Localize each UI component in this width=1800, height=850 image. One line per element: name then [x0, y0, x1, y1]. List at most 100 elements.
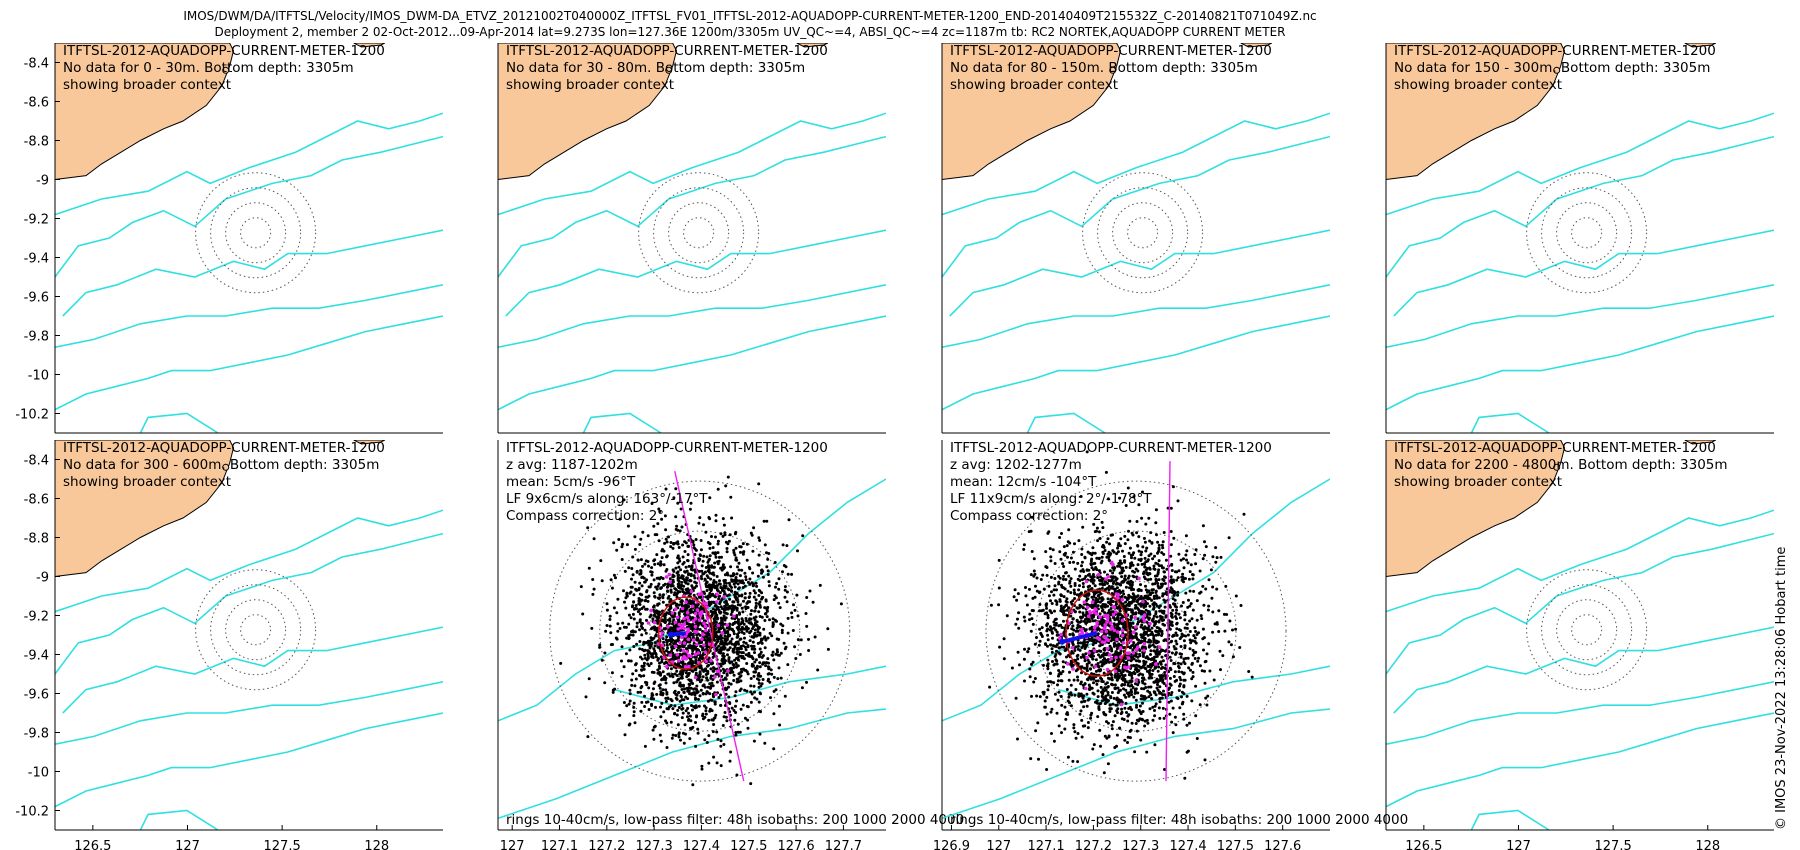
scatter-point: [725, 572, 729, 576]
scatter-point: [693, 576, 697, 580]
scatter-point: [664, 696, 668, 700]
panel-4: ITFTSL-2012-AQUADOPP-CURRENT-METER-1200N…: [1385, 43, 1774, 434]
scatter-point: [1201, 637, 1205, 641]
scatter-point: [1099, 592, 1103, 596]
scatter-point: [605, 602, 609, 606]
scatter-point: [1147, 695, 1151, 699]
isobath-line: [942, 315, 1330, 411]
scatter-point: [1148, 668, 1152, 672]
scatter-point: [1118, 564, 1122, 568]
scatter-point: [1188, 619, 1192, 623]
scatter-point: [678, 590, 682, 594]
scatter-point: [750, 609, 753, 613]
scatter-point: [1080, 564, 1083, 568]
scatter-point: [639, 674, 643, 678]
scatter-point: [695, 691, 699, 695]
scatter-point: [1146, 721, 1150, 725]
scatter-point: [691, 725, 695, 729]
scatter-point: [631, 555, 635, 559]
scatter-point: [680, 587, 684, 591]
scatter-point: [1109, 599, 1113, 603]
scatter-point: [753, 623, 757, 627]
x-tick-label: 127.4: [683, 839, 720, 850]
scatter-point: [732, 650, 736, 654]
scatter-point: [1094, 658, 1098, 662]
scatter-point: [713, 627, 717, 631]
scatter-point: [1120, 575, 1124, 579]
scatter-point: [1151, 705, 1155, 709]
lowpass-point: [690, 604, 695, 609]
scatter-point: [1169, 699, 1173, 703]
scatter-point: [682, 690, 686, 694]
scatter-point: [1132, 657, 1136, 661]
scatter-point: [632, 600, 636, 604]
scatter-point: [1053, 662, 1057, 666]
scatter-point: [759, 674, 763, 678]
scatter-point: [1164, 614, 1168, 618]
scatter-point: [739, 644, 743, 648]
scatter-point: [662, 640, 666, 644]
speed-ring: [240, 614, 272, 646]
scatter-point: [1193, 636, 1197, 640]
scatter-point: [1131, 581, 1134, 584]
scatter-point: [664, 681, 668, 685]
scatter-point: [633, 580, 637, 584]
scatter-point: [740, 593, 744, 597]
scatter-point: [694, 668, 698, 672]
scatter-point: [647, 686, 651, 690]
scatter-point: [1211, 630, 1215, 634]
scatter-point: [691, 540, 695, 544]
scatter-point: [1045, 629, 1049, 633]
scatter-point: [1099, 685, 1103, 689]
scatter-point: [682, 698, 686, 702]
scatter-point: [741, 703, 745, 707]
scatter-point: [729, 750, 733, 754]
scatter-point: [647, 708, 651, 711]
scatter-point: [1071, 641, 1075, 645]
scatter-point: [680, 525, 684, 529]
scatter-point: [691, 708, 694, 712]
scatter-point: [707, 761, 711, 765]
scatter-point: [760, 637, 763, 641]
scatter-point: [1154, 633, 1158, 637]
scatter-point: [1148, 592, 1152, 596]
scatter-point: [1046, 616, 1050, 620]
scatter-point: [1135, 595, 1139, 599]
scatter-point: [1173, 647, 1177, 651]
scatter-point: [680, 716, 684, 720]
scatter-point: [1089, 716, 1093, 720]
scatter-point: [665, 707, 669, 711]
scatter-point: [654, 585, 658, 589]
scatter-point: [701, 656, 705, 660]
scatter-point: [719, 704, 723, 707]
scatter-point: [1041, 608, 1045, 612]
scatter-point: [1110, 660, 1114, 664]
speed-ring: [1127, 217, 1159, 249]
scatter-point: [1151, 718, 1155, 722]
scatter-point: [808, 589, 812, 593]
scatter-point: [699, 575, 703, 578]
scatter-point: [687, 711, 690, 715]
scatter-point: [666, 590, 670, 593]
scatter-point: [643, 653, 647, 657]
scatter-point: [696, 602, 700, 606]
scatter-point: [714, 620, 718, 624]
scatter-point: [1164, 558, 1168, 562]
scatter-point: [1145, 594, 1148, 598]
scatter-point: [665, 692, 669, 696]
scatter-point: [711, 607, 715, 611]
scatter-point: [1141, 603, 1145, 607]
scatter-point: [1097, 653, 1100, 657]
scatter-point: [1068, 701, 1071, 705]
scatter-point: [1105, 681, 1109, 685]
scatter-point: [1028, 667, 1032, 671]
scatter-point: [650, 502, 654, 505]
scatter-point: [649, 636, 653, 640]
scatter-point: [1097, 530, 1101, 534]
scatter-point: [701, 717, 705, 721]
scatter-point: [708, 682, 712, 686]
scatter-point: [721, 517, 725, 521]
scatter-point: [1203, 669, 1206, 673]
scatter-point: [739, 628, 743, 631]
scatter-point: [1121, 589, 1125, 593]
